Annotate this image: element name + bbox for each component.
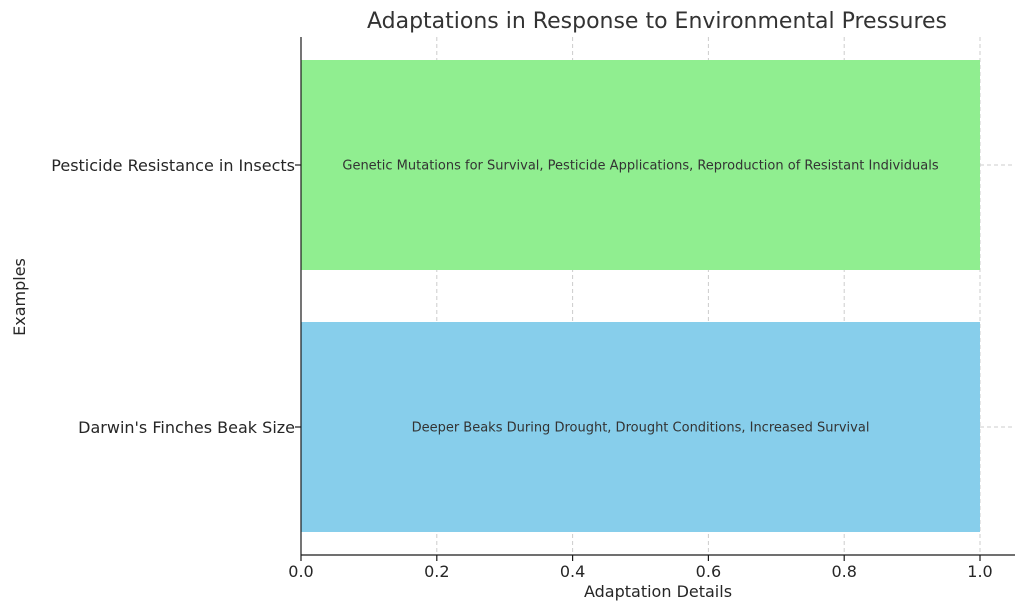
bar-labels: Deeper Beaks During Drought, Drought Con… xyxy=(342,159,938,436)
y-axis-label: Examples xyxy=(10,258,29,336)
x-tick-label: 0.6 xyxy=(696,562,721,581)
bar-data-label: Deeper Beaks During Drought, Drought Con… xyxy=(412,421,870,436)
x-tick-label: 0.2 xyxy=(424,562,449,581)
y-tick-label: Darwin's Finches Beak Size xyxy=(78,418,295,437)
x-ticks: 0.0 0.2 0.4 0.6 0.8 1.0 xyxy=(288,555,993,581)
x-tick-label: 0.0 xyxy=(288,562,313,581)
x-axis-label: Adaptation Details xyxy=(584,582,732,601)
bar-data-label: Genetic Mutations for Survival, Pesticid… xyxy=(342,159,938,174)
y-ticks: Darwin's Finches Beak Size Pesticide Resi… xyxy=(51,156,301,437)
y-tick-label: Pesticide Resistance in Insects xyxy=(51,156,295,175)
chart-title: Adaptations in Response to Environmental… xyxy=(367,9,947,34)
x-tick-label: 1.0 xyxy=(967,562,992,581)
bars xyxy=(301,60,980,532)
bar xyxy=(301,60,980,270)
x-tick-label: 0.4 xyxy=(560,562,585,581)
bar xyxy=(301,322,980,532)
x-tick-label: 0.8 xyxy=(831,562,856,581)
